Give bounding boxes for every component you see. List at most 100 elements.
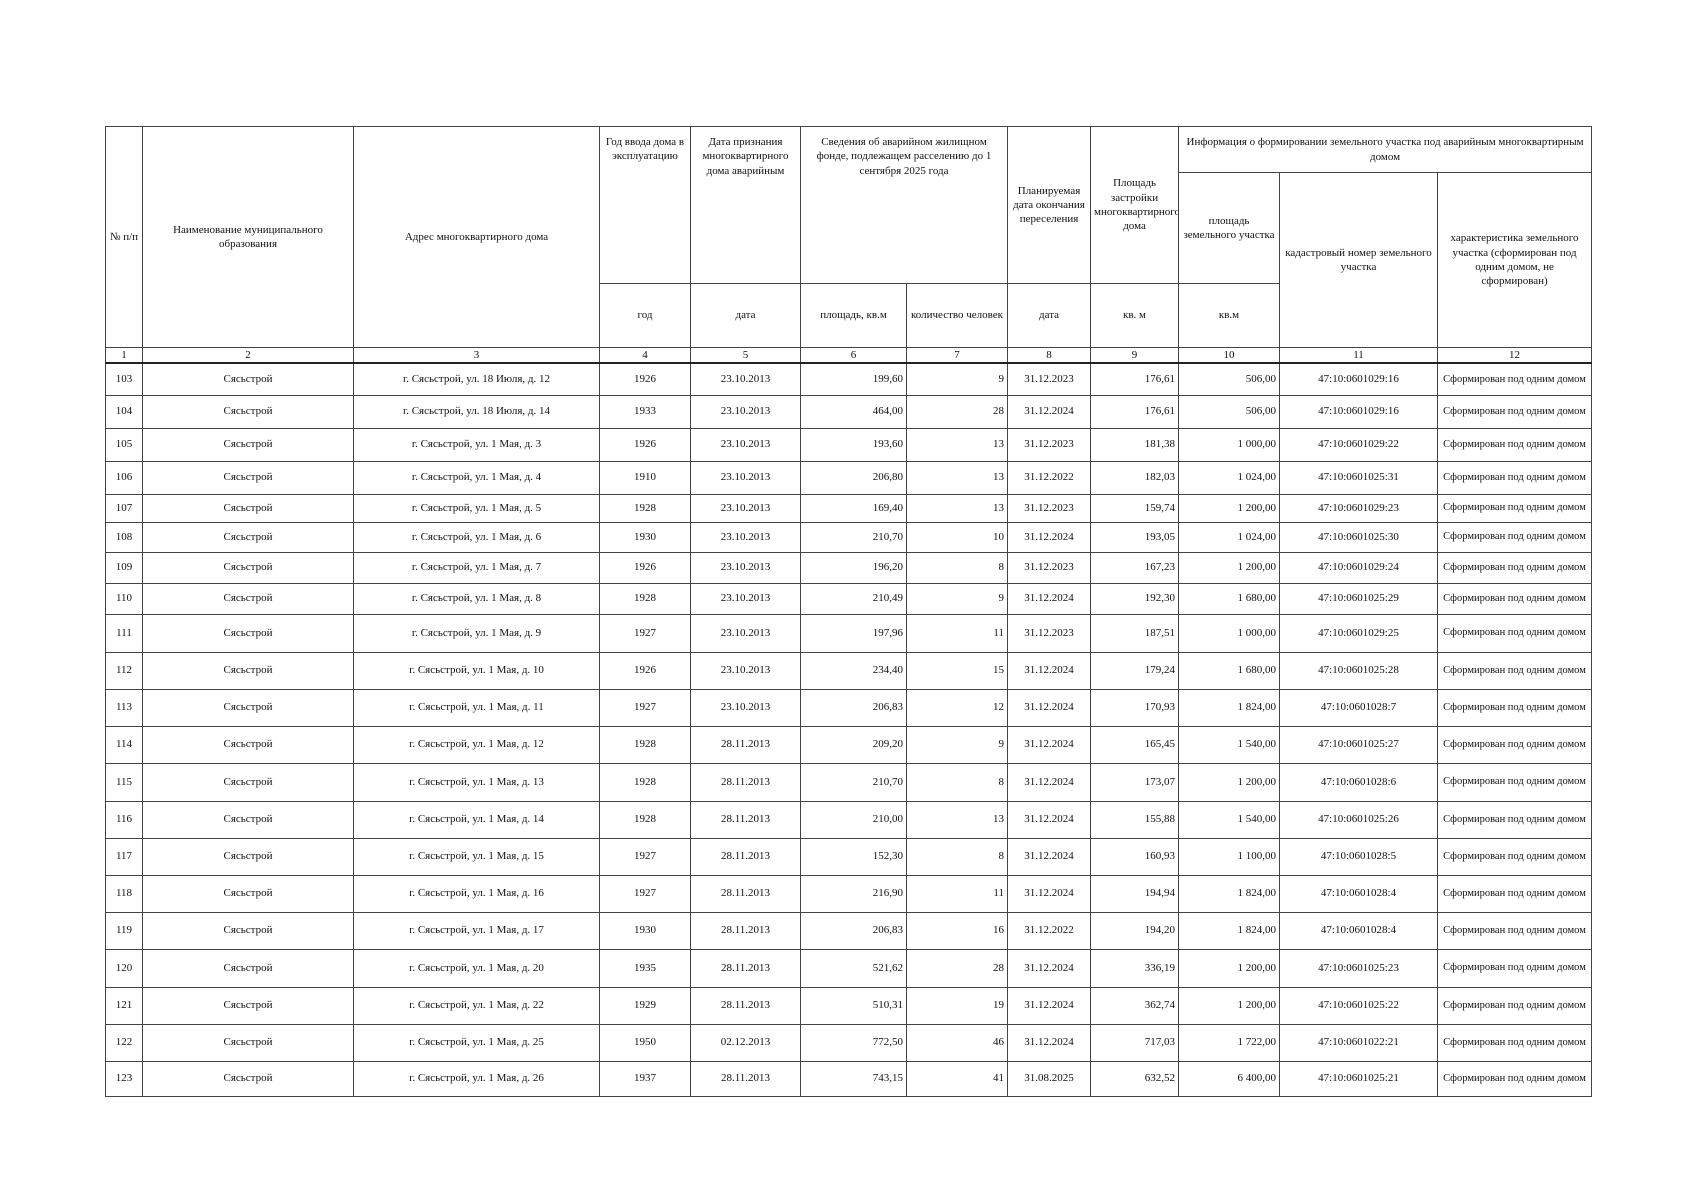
cell-cadastral-number: 47:10:0601025:28 [1279, 651, 1439, 690]
cell-municipality: Сясьстрой [142, 521, 354, 553]
cell-number: 113 [105, 688, 143, 727]
cell-area: 210,49 [800, 582, 907, 615]
cell-year-built: 1930 [599, 521, 691, 553]
cell-address: г. Сясьстрой, ул. 1 Мая, д. 17 [353, 911, 600, 950]
cell-planned-date: 31.12.2024 [1007, 651, 1092, 690]
cell-land-characteristic: Сформирован под одним домом [1437, 1023, 1593, 1062]
cell-area: 206,83 [800, 688, 907, 727]
unit-land-area: кв.м [1178, 283, 1281, 348]
cell-emergency-date: 23.10.2013 [690, 493, 801, 523]
cell-emergency-date: 23.10.2013 [690, 551, 801, 584]
cell-building-area: 194,20 [1090, 911, 1180, 950]
cell-land-characteristic: Сформирован под одним домом [1437, 651, 1593, 690]
table-row: 115 Сясьстрой г. Сясьстрой, ул. 1 Мая, д. … [105, 762, 1593, 802]
cell-cadastral-number: 47:10:0601028:4 [1279, 911, 1439, 950]
cell-year-built: 1933 [599, 394, 691, 429]
cell-address: г. Сясьстрой, ул. 1 Мая, д. 5 [353, 493, 600, 523]
cell-address: г. Сясьстрой, ул. 1 Мая, д. 10 [353, 651, 600, 690]
column-number: 8 [1007, 347, 1092, 364]
cell-people: 11 [905, 874, 1009, 913]
cell-people: 13 [905, 427, 1009, 462]
cell-area: 234,40 [800, 651, 907, 690]
cell-number: 112 [105, 651, 143, 690]
cell-number: 109 [105, 551, 143, 584]
cell-municipality: Сясьстрой [142, 651, 354, 690]
cell-people: 28 [905, 394, 1009, 429]
cell-planned-date: 31.12.2024 [1007, 762, 1092, 802]
cell-land-area: 1 100,00 [1178, 837, 1281, 876]
cell-address: г. Сясьстрой, ул. 1 Мая, д. 8 [353, 582, 600, 615]
cell-people: 16 [905, 911, 1009, 950]
cell-land-area: 506,00 [1178, 394, 1281, 429]
cell-planned-date: 31.12.2024 [1007, 837, 1092, 876]
cell-land-area: 506,00 [1178, 362, 1281, 396]
cell-cadastral-number: 47:10:0601028:5 [1279, 837, 1439, 876]
cell-area: 510,31 [800, 986, 907, 1025]
cell-area: 196,20 [800, 551, 907, 584]
cell-emergency-date: 23.10.2013 [690, 582, 801, 615]
cell-emergency-date: 23.10.2013 [690, 688, 801, 727]
cell-people: 9 [905, 582, 1009, 615]
cell-cadastral-number: 47:10:0601025:26 [1279, 800, 1439, 839]
cell-people: 28 [905, 948, 1009, 988]
cell-land-area: 1 200,00 [1178, 762, 1281, 802]
cell-address: г. Сясьстрой, ул. 1 Мая, д. 26 [353, 1060, 600, 1097]
cell-emergency-date: 28.11.2013 [690, 725, 801, 764]
cell-area: 772,50 [800, 1023, 907, 1062]
cell-year-built: 1926 [599, 427, 691, 462]
cell-land-characteristic: Сформирован под одним домом [1437, 837, 1593, 876]
cell-emergency-date: 28.11.2013 [690, 1060, 801, 1097]
cell-cadastral-number: 47:10:0601029:25 [1279, 613, 1439, 653]
cell-planned-date: 31.08.2025 [1007, 1060, 1092, 1097]
cell-planned-date: 31.12.2024 [1007, 725, 1092, 764]
emergency-housing-table: № п/п Наименование муниципального образо… [105, 126, 1593, 1097]
cell-year-built: 1926 [599, 362, 691, 396]
column-number: 9 [1090, 347, 1180, 364]
cell-cadastral-number: 47:10:0601025:27 [1279, 725, 1439, 764]
cell-number: 110 [105, 582, 143, 615]
cell-year-built: 1929 [599, 986, 691, 1025]
table-row: 112 Сясьстрой г. Сясьстрой, ул. 1 Мая, д. … [105, 651, 1593, 690]
cell-year-built: 1930 [599, 911, 691, 950]
cell-building-area: 192,30 [1090, 582, 1180, 615]
cell-number: 114 [105, 725, 143, 764]
cell-land-characteristic: Сформирован под одним домом [1437, 1060, 1593, 1097]
cell-land-area: 1 200,00 [1178, 551, 1281, 584]
table-row: 111 Сясьстрой г. Сясьстрой, ул. 1 Мая, д. … [105, 613, 1593, 653]
cell-people: 12 [905, 688, 1009, 727]
table-row: 123 Сясьстрой г. Сясьстрой, ул. 1 Мая, д. … [105, 1060, 1593, 1097]
cell-emergency-date: 23.10.2013 [690, 521, 801, 553]
cell-emergency-date: 23.10.2013 [690, 427, 801, 462]
cell-land-characteristic: Сформирован под одним домом [1437, 460, 1593, 495]
cell-address: г. Сясьстрой, ул. 1 Мая, д. 4 [353, 460, 600, 495]
cell-people: 19 [905, 986, 1009, 1025]
cell-planned-date: 31.12.2023 [1007, 427, 1092, 462]
header-planned-date: Планируемая дата окончания переселения [1007, 126, 1092, 284]
table-row: 105 Сясьстрой г. Сясьстрой, ул. 1 Мая, д. … [105, 427, 1593, 462]
cell-building-area: 170,93 [1090, 688, 1180, 727]
cell-number: 116 [105, 800, 143, 839]
cell-municipality: Сясьстрой [142, 688, 354, 727]
cell-land-characteristic: Сформирован под одним домом [1437, 688, 1593, 727]
cell-year-built: 1928 [599, 762, 691, 802]
cell-cadastral-number: 47:10:0601029:16 [1279, 362, 1439, 396]
column-number: 6 [800, 347, 907, 364]
cell-emergency-date: 28.11.2013 [690, 911, 801, 950]
cell-building-area: 181,38 [1090, 427, 1180, 462]
cell-cadastral-number: 47:10:0601025:21 [1279, 1060, 1439, 1097]
column-number: 1 [105, 347, 143, 364]
cell-planned-date: 31.12.2023 [1007, 551, 1092, 584]
cell-municipality: Сясьстрой [142, 1023, 354, 1062]
cell-number: 122 [105, 1023, 143, 1062]
cell-cadastral-number: 47:10:0601029:22 [1279, 427, 1439, 462]
column-number-row: 1 2 3 4 5 6 7 8 9 10 11 12 [105, 347, 1593, 364]
cell-municipality: Сясьстрой [142, 725, 354, 764]
unit-date: дата [690, 283, 801, 348]
cell-people: 9 [905, 362, 1009, 396]
cell-land-area: 1 200,00 [1178, 986, 1281, 1025]
cell-land-area: 6 400,00 [1178, 1060, 1281, 1097]
cell-year-built: 1926 [599, 551, 691, 584]
cell-year-built: 1927 [599, 874, 691, 913]
cell-planned-date: 31.12.2024 [1007, 800, 1092, 839]
cell-people: 9 [905, 725, 1009, 764]
